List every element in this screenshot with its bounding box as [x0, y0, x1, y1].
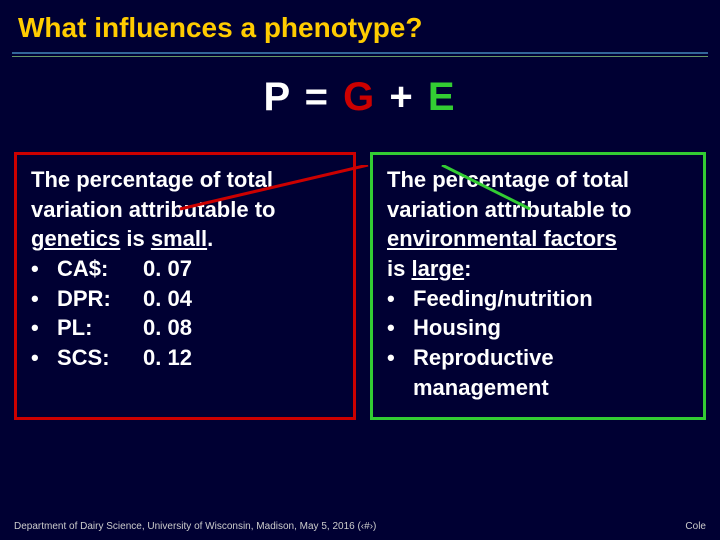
equation-e: E — [428, 75, 457, 119]
bullet-icon: • — [387, 343, 413, 402]
item-label: DPR: — [57, 284, 143, 314]
item-text: Feeding/nutrition — [413, 284, 593, 314]
equation: P = G + E — [0, 75, 720, 120]
env-lead2: variation attributable to — [387, 195, 689, 225]
genetics-box: The percentage of total variation attrib… — [14, 152, 356, 420]
bullet-icon: • — [387, 313, 413, 343]
footer-right: Cole — [685, 521, 706, 532]
equation-eq: = — [305, 75, 330, 119]
environment-box: The percentage of total variation attrib… — [370, 152, 706, 420]
genetics-tail: . — [207, 226, 213, 251]
content-boxes: The percentage of total variation attrib… — [0, 152, 720, 420]
list-item: • SCS: 0. 12 — [31, 343, 339, 373]
footer: Department of Dairy Science, University … — [14, 521, 706, 532]
bullet-icon: • — [31, 313, 57, 343]
genetics-lead2: variation attributable to — [31, 195, 339, 225]
list-item: • PL: 0. 08 — [31, 313, 339, 343]
env-emph-line2: is large: — [387, 254, 689, 284]
item-label: SCS: — [57, 343, 143, 373]
bullet-icon: • — [31, 284, 57, 314]
genetics-lead1: The percentage of total — [31, 165, 339, 195]
footer-left: Department of Dairy Science, University … — [14, 521, 376, 532]
list-item: • Feeding/nutrition — [387, 284, 689, 314]
genetics-emph-line: genetics is small. — [31, 224, 339, 254]
env-emph1: environmental factors — [387, 224, 689, 254]
item-label: PL: — [57, 313, 143, 343]
env-emph2: large — [411, 256, 464, 281]
bullet-icon: • — [31, 343, 57, 373]
bullet-icon: • — [31, 254, 57, 284]
item-text: Reproductive management — [413, 343, 689, 402]
divider-primary — [12, 52, 708, 54]
equation-g: G — [343, 75, 376, 119]
list-item: • Housing — [387, 313, 689, 343]
genetics-mid: is — [120, 226, 151, 251]
equation-plus: + — [389, 75, 414, 119]
list-item: • Reproductive management — [387, 343, 689, 402]
item-value: 0. 08 — [143, 313, 192, 343]
genetics-emph2: small — [151, 226, 207, 251]
item-value: 0. 07 — [143, 254, 192, 284]
item-value: 0. 12 — [143, 343, 192, 373]
divider-secondary — [12, 56, 708, 57]
list-item: • CA$: 0. 07 — [31, 254, 339, 284]
list-item: • DPR: 0. 04 — [31, 284, 339, 314]
item-value: 0. 04 — [143, 284, 192, 314]
item-text: Housing — [413, 313, 501, 343]
env-tail: : — [464, 256, 471, 281]
env-mid: is — [387, 256, 411, 281]
bullet-icon: • — [387, 284, 413, 314]
item-label: CA$: — [57, 254, 143, 284]
slide-title: What influences a phenotype? — [0, 0, 720, 52]
env-lead1: The percentage of total — [387, 165, 689, 195]
equation-p: P — [264, 75, 292, 119]
genetics-emph1: genetics — [31, 226, 120, 251]
